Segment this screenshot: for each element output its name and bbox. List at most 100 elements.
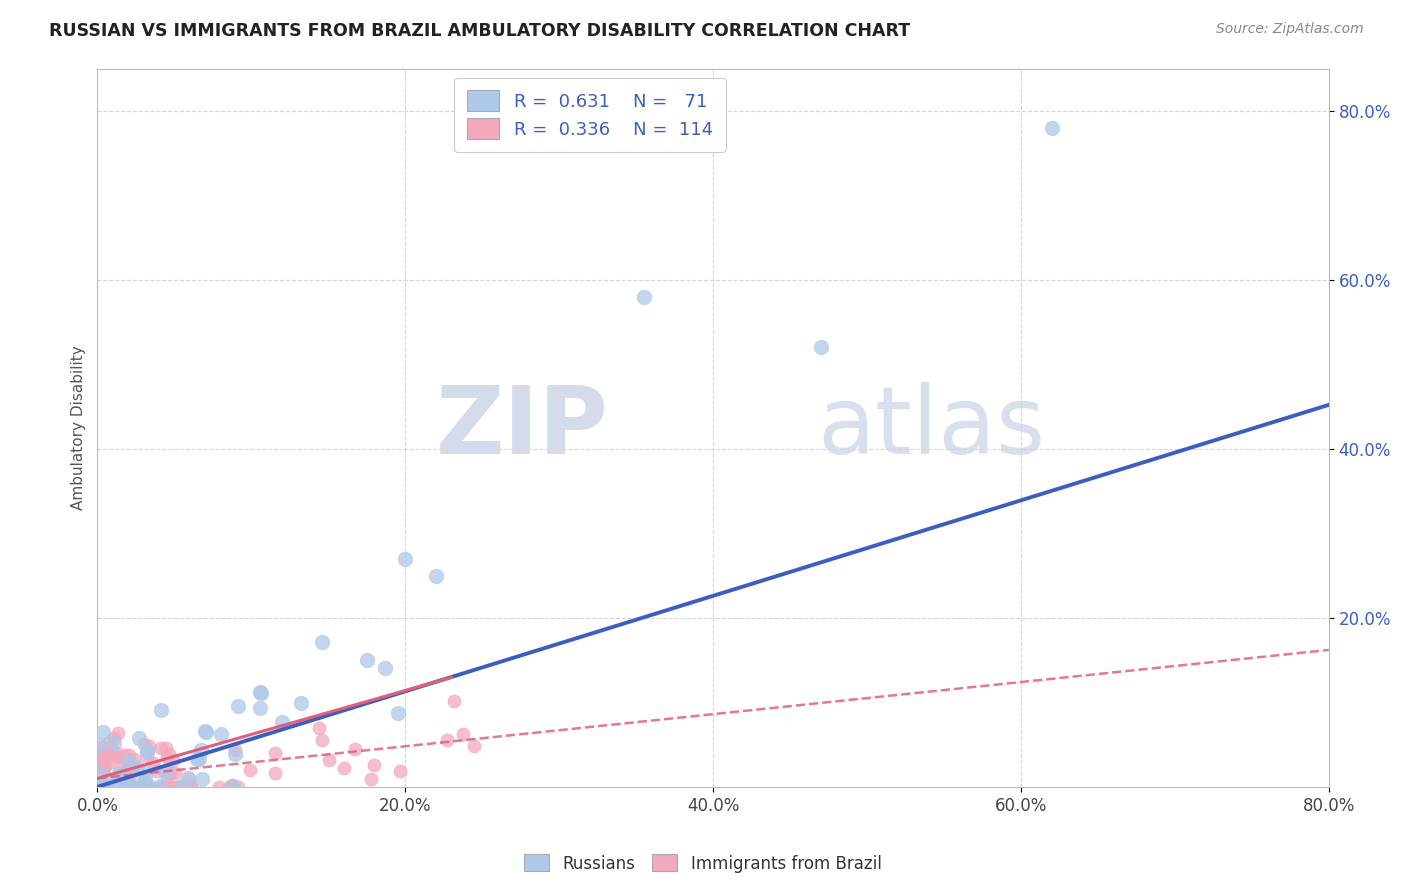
Point bbox=[103, 780, 125, 794]
Point bbox=[93, 761, 115, 775]
Point bbox=[100, 780, 122, 794]
Point bbox=[101, 779, 124, 793]
Point bbox=[134, 773, 156, 788]
Point bbox=[111, 751, 134, 765]
Legend: R =  0.631    N =   71, R =  0.336    N =  114: R = 0.631 N = 71, R = 0.336 N = 114 bbox=[454, 78, 725, 152]
Point bbox=[156, 750, 179, 764]
Point bbox=[114, 762, 136, 776]
Point bbox=[633, 290, 655, 304]
Point bbox=[159, 767, 181, 781]
Point bbox=[249, 701, 271, 715]
Point bbox=[172, 780, 194, 794]
Point bbox=[118, 747, 141, 762]
Point bbox=[89, 765, 111, 780]
Point bbox=[121, 760, 143, 774]
Point bbox=[138, 739, 160, 753]
Point bbox=[90, 780, 112, 794]
Point bbox=[115, 779, 138, 793]
Point bbox=[97, 772, 120, 787]
Point bbox=[209, 727, 232, 741]
Point bbox=[810, 340, 832, 354]
Point bbox=[110, 770, 132, 784]
Point bbox=[103, 775, 125, 789]
Point bbox=[155, 780, 177, 794]
Point bbox=[98, 780, 121, 794]
Point bbox=[387, 706, 409, 720]
Point bbox=[91, 779, 114, 793]
Point bbox=[153, 780, 176, 794]
Point bbox=[221, 778, 243, 792]
Text: Source: ZipAtlas.com: Source: ZipAtlas.com bbox=[1216, 22, 1364, 37]
Point bbox=[188, 752, 211, 766]
Point bbox=[166, 780, 188, 794]
Point bbox=[162, 753, 184, 767]
Point bbox=[97, 747, 120, 761]
Point bbox=[128, 779, 150, 793]
Point bbox=[87, 753, 110, 767]
Point bbox=[87, 759, 110, 773]
Legend: Russians, Immigrants from Brazil: Russians, Immigrants from Brazil bbox=[517, 847, 889, 880]
Point bbox=[318, 753, 340, 767]
Point bbox=[463, 739, 485, 753]
Point bbox=[100, 740, 122, 755]
Point bbox=[103, 736, 125, 750]
Point bbox=[114, 747, 136, 762]
Point bbox=[93, 780, 115, 794]
Point bbox=[308, 721, 330, 735]
Point bbox=[443, 694, 465, 708]
Point bbox=[118, 773, 141, 788]
Point bbox=[333, 760, 356, 774]
Point bbox=[343, 742, 366, 756]
Point bbox=[91, 749, 114, 764]
Point bbox=[190, 743, 212, 757]
Point bbox=[156, 771, 179, 785]
Point bbox=[110, 780, 132, 794]
Point bbox=[177, 772, 200, 786]
Point bbox=[121, 765, 143, 780]
Point bbox=[128, 731, 150, 746]
Point bbox=[186, 751, 208, 765]
Point bbox=[107, 765, 129, 780]
Point bbox=[180, 780, 202, 794]
Point bbox=[101, 779, 124, 793]
Point bbox=[157, 747, 180, 761]
Point bbox=[118, 761, 141, 775]
Point bbox=[264, 746, 287, 760]
Point bbox=[91, 780, 114, 794]
Point bbox=[136, 745, 159, 759]
Point bbox=[125, 779, 148, 793]
Point bbox=[170, 779, 193, 793]
Point bbox=[150, 703, 173, 717]
Point bbox=[93, 724, 115, 739]
Point bbox=[436, 733, 458, 747]
Point bbox=[89, 758, 111, 772]
Point bbox=[165, 766, 187, 780]
Text: atlas: atlas bbox=[818, 382, 1046, 474]
Point bbox=[91, 759, 114, 773]
Point bbox=[101, 780, 124, 794]
Point bbox=[356, 653, 378, 667]
Point bbox=[134, 778, 156, 792]
Point bbox=[118, 780, 141, 794]
Point bbox=[97, 734, 120, 748]
Point bbox=[149, 779, 172, 793]
Point bbox=[90, 780, 112, 794]
Point bbox=[177, 771, 200, 785]
Point bbox=[224, 743, 246, 757]
Point bbox=[122, 752, 145, 766]
Point bbox=[155, 765, 177, 780]
Y-axis label: Ambulatory Disability: Ambulatory Disability bbox=[72, 345, 86, 510]
Point bbox=[138, 779, 160, 793]
Point bbox=[218, 780, 240, 794]
Point bbox=[103, 731, 125, 745]
Point bbox=[389, 764, 412, 778]
Point bbox=[374, 661, 396, 675]
Point bbox=[91, 776, 114, 790]
Point bbox=[290, 696, 312, 710]
Point bbox=[108, 768, 131, 782]
Point bbox=[224, 747, 246, 761]
Point bbox=[150, 780, 173, 794]
Point bbox=[94, 780, 117, 794]
Point bbox=[159, 764, 181, 779]
Point bbox=[112, 764, 135, 779]
